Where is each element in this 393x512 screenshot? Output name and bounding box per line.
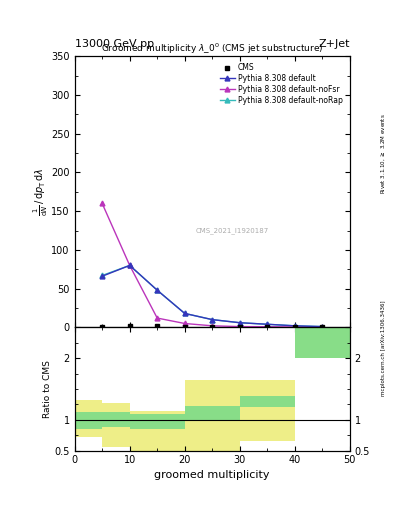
Pythia 8.308 default-noRap [265, 321, 270, 327]
Pythia 8.308 default-noRap [292, 323, 297, 329]
X-axis label: groomed multiplicity: groomed multiplicity [154, 470, 270, 480]
CMS [210, 324, 215, 330]
Pythia 8.308 default-noRap [237, 319, 242, 326]
Pythia 8.308 default-noRap [127, 262, 132, 268]
Pythia 8.308 default [237, 319, 242, 326]
CMS [265, 324, 270, 330]
Pythia 8.308 default [292, 323, 297, 329]
Text: 13000 GeV pp: 13000 GeV pp [75, 38, 154, 49]
CMS [320, 324, 325, 330]
Pythia 8.308 default-noRap [320, 324, 325, 330]
Pythia 8.308 default-noRap [182, 310, 187, 316]
Line: Pythia 8.308 default-noRap: Pythia 8.308 default-noRap [100, 263, 325, 329]
Y-axis label: Ratio to CMS: Ratio to CMS [43, 360, 51, 418]
Text: Z+Jet: Z+Jet [318, 38, 350, 49]
CMS [237, 324, 242, 330]
Pythia 8.308 default [210, 316, 215, 323]
Title: Groomed multiplicity $\lambda\_0^0$ (CMS jet substructure): Groomed multiplicity $\lambda\_0^0$ (CMS… [101, 42, 323, 56]
CMS [127, 323, 132, 329]
Text: Rivet 3.1.10, $\geq$ 3.2M events: Rivet 3.1.10, $\geq$ 3.2M events [379, 113, 387, 194]
Pythia 8.308 default [320, 324, 325, 330]
Pythia 8.308 default-noFsr [237, 324, 242, 330]
Y-axis label: $\frac{1}{\mathrm{d}N}\,/\,\mathrm{d}p_{\mathrm{T}}\,\mathrm{d}\lambda$: $\frac{1}{\mathrm{d}N}\,/\,\mathrm{d}p_{… [31, 167, 50, 216]
Pythia 8.308 default [265, 321, 270, 327]
Line: Pythia 8.308 default-noFsr: Pythia 8.308 default-noFsr [100, 201, 325, 329]
CMS [182, 324, 187, 330]
Text: mcplots.cern.ch [arXiv:1306.3436]: mcplots.cern.ch [arXiv:1306.3436] [381, 301, 386, 396]
Pythia 8.308 default-noFsr [292, 324, 297, 330]
CMS [100, 324, 105, 330]
Legend: CMS, Pythia 8.308 default, Pythia 8.308 default-noFsr, Pythia 8.308 default-noRa: CMS, Pythia 8.308 default, Pythia 8.308 … [217, 60, 346, 108]
Pythia 8.308 default [155, 287, 160, 293]
Pythia 8.308 default-noFsr [320, 324, 325, 330]
Pythia 8.308 default-noRap [210, 316, 215, 323]
Pythia 8.308 default-noFsr [210, 323, 215, 329]
Pythia 8.308 default-noFsr [155, 315, 160, 321]
CMS [155, 323, 160, 329]
Pythia 8.308 default [127, 262, 132, 268]
Pythia 8.308 default-noRap [100, 272, 105, 279]
Pythia 8.308 default-noFsr [182, 321, 187, 327]
Text: CMS_2021_I1920187: CMS_2021_I1920187 [196, 227, 269, 234]
Pythia 8.308 default [182, 310, 187, 316]
Line: CMS: CMS [100, 324, 324, 329]
CMS [292, 324, 297, 330]
Pythia 8.308 default-noFsr [265, 324, 270, 330]
Line: Pythia 8.308 default: Pythia 8.308 default [100, 263, 325, 329]
Pythia 8.308 default [100, 273, 105, 280]
Pythia 8.308 default-noFsr [127, 262, 132, 268]
Pythia 8.308 default-noRap [155, 287, 160, 293]
Pythia 8.308 default-noFsr [100, 200, 105, 206]
